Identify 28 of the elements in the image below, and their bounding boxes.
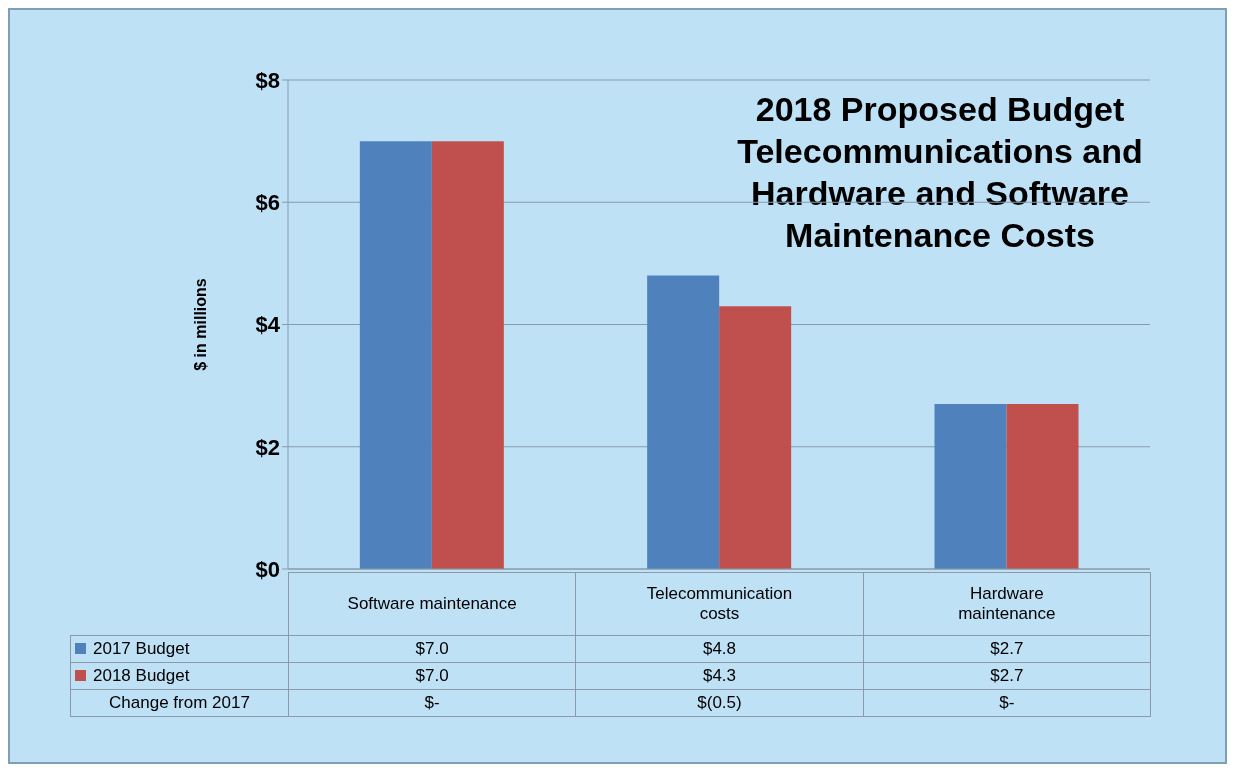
legend-label: 2017 Budget — [70, 635, 289, 663]
text: Change from 2017 — [70, 689, 289, 717]
data-label: $4.8 — [575, 635, 864, 663]
y-tick-label: $0 — [255, 556, 280, 582]
bar — [719, 306, 792, 569]
bar — [1006, 403, 1079, 569]
text: $(0.5) — [575, 689, 864, 717]
y-tick-label: $2 — [255, 434, 280, 460]
legend-label: 2018 Budget — [70, 662, 289, 690]
y-tick-label: $8 — [255, 67, 280, 93]
y-tick-label: $4 — [255, 312, 281, 338]
text: $- — [863, 689, 1151, 717]
x-tick-label: Software maintenance — [347, 594, 518, 614]
y-axis-title: $ in millions — [191, 278, 209, 371]
data-label: $7.0 — [288, 635, 576, 663]
text: $- — [288, 689, 576, 717]
y-tick-label: $6 — [255, 190, 280, 216]
x-tick-label: Telecommunication costs — [645, 584, 794, 624]
bar — [934, 403, 1007, 569]
bar — [647, 275, 720, 569]
text: 2018 Proposed Budget Telecommunications and Hardware and Software Maintenance Costs — [736, 89, 1144, 256]
bar — [359, 141, 432, 569]
data-label: $4.3 — [575, 662, 864, 690]
bar — [431, 141, 504, 569]
data-label: $2.7 — [863, 662, 1151, 690]
data-label: $7.0 — [288, 662, 576, 690]
data-label: $2.7 — [863, 635, 1151, 663]
x-tick-label: Hardware maintenance — [957, 584, 1057, 624]
